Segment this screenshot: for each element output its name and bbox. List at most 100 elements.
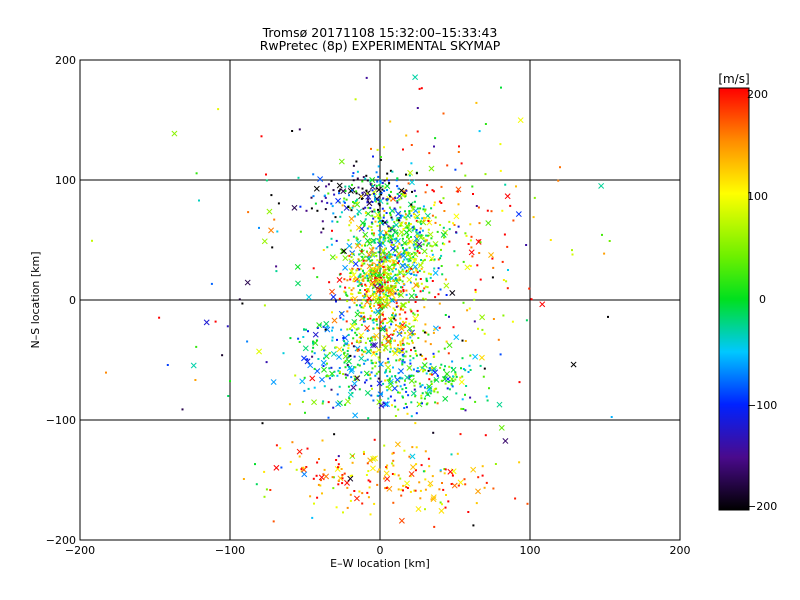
scatter-point bbox=[349, 207, 352, 210]
scatter-point bbox=[303, 376, 306, 379]
scatter-point bbox=[396, 348, 399, 351]
scatter-point bbox=[371, 367, 374, 370]
scatter-point bbox=[376, 238, 379, 241]
scatter-point bbox=[409, 257, 412, 260]
scatter-point bbox=[379, 267, 382, 270]
scatter-point bbox=[358, 341, 361, 344]
colorbar-tick-label: −100 bbox=[747, 399, 777, 412]
scatter-point-cross bbox=[320, 345, 327, 352]
scatter-point bbox=[424, 208, 427, 211]
scatter-point bbox=[410, 214, 413, 217]
scatter-point bbox=[387, 272, 390, 275]
scatter-point bbox=[412, 208, 415, 211]
scatter-point bbox=[413, 388, 416, 391]
scatter-point bbox=[399, 376, 402, 379]
scatter-point bbox=[375, 318, 378, 321]
scatter-point bbox=[402, 358, 405, 361]
scatter-point bbox=[428, 291, 431, 294]
scatter-point bbox=[342, 337, 345, 339]
scatter-point bbox=[375, 353, 378, 355]
scatter-point bbox=[378, 278, 381, 281]
scatter-point bbox=[381, 320, 384, 322]
colorbar-tick-label: 100 bbox=[747, 190, 768, 203]
scatter-point bbox=[407, 270, 409, 273]
scatter-point bbox=[366, 227, 369, 230]
scatter-point bbox=[439, 469, 442, 472]
scatter-point bbox=[339, 370, 341, 373]
scatter-point-cross bbox=[464, 264, 471, 271]
scatter-point bbox=[381, 289, 384, 292]
scatter-point bbox=[371, 214, 374, 217]
scatter-point bbox=[291, 130, 294, 132]
scatter-point-cross bbox=[458, 379, 465, 385]
scatter-point bbox=[413, 216, 416, 219]
scatter-point bbox=[465, 385, 468, 387]
scatter-point bbox=[181, 408, 184, 411]
scatter-point bbox=[371, 250, 374, 253]
scatter-point-cross bbox=[256, 348, 263, 355]
scatter-point bbox=[370, 221, 373, 224]
scatter-point bbox=[346, 374, 349, 377]
scatter-point bbox=[440, 185, 443, 188]
scatter-point bbox=[469, 265, 472, 267]
scatter-point bbox=[450, 453, 453, 456]
scatter-point bbox=[469, 239, 472, 242]
scatter-point bbox=[365, 474, 368, 476]
scatter-point bbox=[375, 200, 378, 203]
scatter-point bbox=[413, 227, 416, 230]
scatter-point bbox=[275, 265, 278, 268]
scatter-point bbox=[378, 358, 381, 361]
scatter-point bbox=[610, 416, 613, 418]
scatter-point bbox=[395, 282, 398, 285]
scatter-point bbox=[410, 162, 413, 165]
scatter-point bbox=[377, 296, 380, 299]
scatter-point bbox=[410, 272, 413, 275]
scatter-point bbox=[465, 234, 468, 237]
scatter-point bbox=[416, 313, 419, 316]
scatter-point bbox=[384, 362, 387, 365]
scatter-point bbox=[394, 319, 397, 322]
scatter-point bbox=[342, 318, 345, 321]
scatter-point bbox=[373, 241, 376, 244]
scatter-point bbox=[386, 177, 388, 180]
scatter-point bbox=[439, 366, 442, 369]
scatter-point bbox=[321, 439, 324, 442]
scatter-point bbox=[332, 212, 335, 215]
scatter-point bbox=[408, 246, 411, 249]
scatter-point-cross bbox=[373, 298, 380, 305]
scatter-point bbox=[413, 213, 415, 216]
scatter-point bbox=[433, 525, 436, 528]
scatter-point-cross bbox=[430, 496, 437, 503]
scatter-point bbox=[372, 234, 375, 237]
scatter-point-cross bbox=[417, 234, 424, 241]
scatter-point-cross bbox=[406, 330, 413, 337]
scatter-point bbox=[393, 221, 396, 223]
scatter-point bbox=[434, 379, 437, 382]
scatter-point bbox=[364, 206, 367, 209]
scatter-point bbox=[451, 360, 454, 363]
scatter-point bbox=[369, 270, 372, 273]
scatter-point bbox=[355, 201, 358, 204]
scatter-point bbox=[371, 253, 374, 256]
scatter-point bbox=[386, 375, 389, 378]
scatter-point bbox=[263, 304, 266, 307]
scatter-point bbox=[388, 259, 391, 262]
scatter-point bbox=[452, 375, 454, 378]
scatter-point bbox=[388, 377, 391, 380]
scatter-point bbox=[419, 220, 422, 223]
scatter-point bbox=[467, 243, 470, 245]
scatter-point bbox=[334, 346, 337, 349]
scatter-point bbox=[351, 461, 354, 464]
scatter-point bbox=[392, 307, 395, 310]
scatter-point bbox=[391, 452, 394, 455]
scatter-point bbox=[337, 480, 340, 482]
scatter-point bbox=[404, 324, 407, 327]
scatter-point bbox=[468, 307, 471, 310]
scatter-point bbox=[374, 336, 376, 339]
scatter-point bbox=[384, 268, 387, 271]
scatter-point bbox=[391, 314, 394, 317]
scatter-point-cross bbox=[370, 455, 377, 462]
scatter-point bbox=[379, 364, 382, 366]
scatter-point bbox=[411, 339, 413, 342]
scatter-point bbox=[371, 335, 374, 338]
